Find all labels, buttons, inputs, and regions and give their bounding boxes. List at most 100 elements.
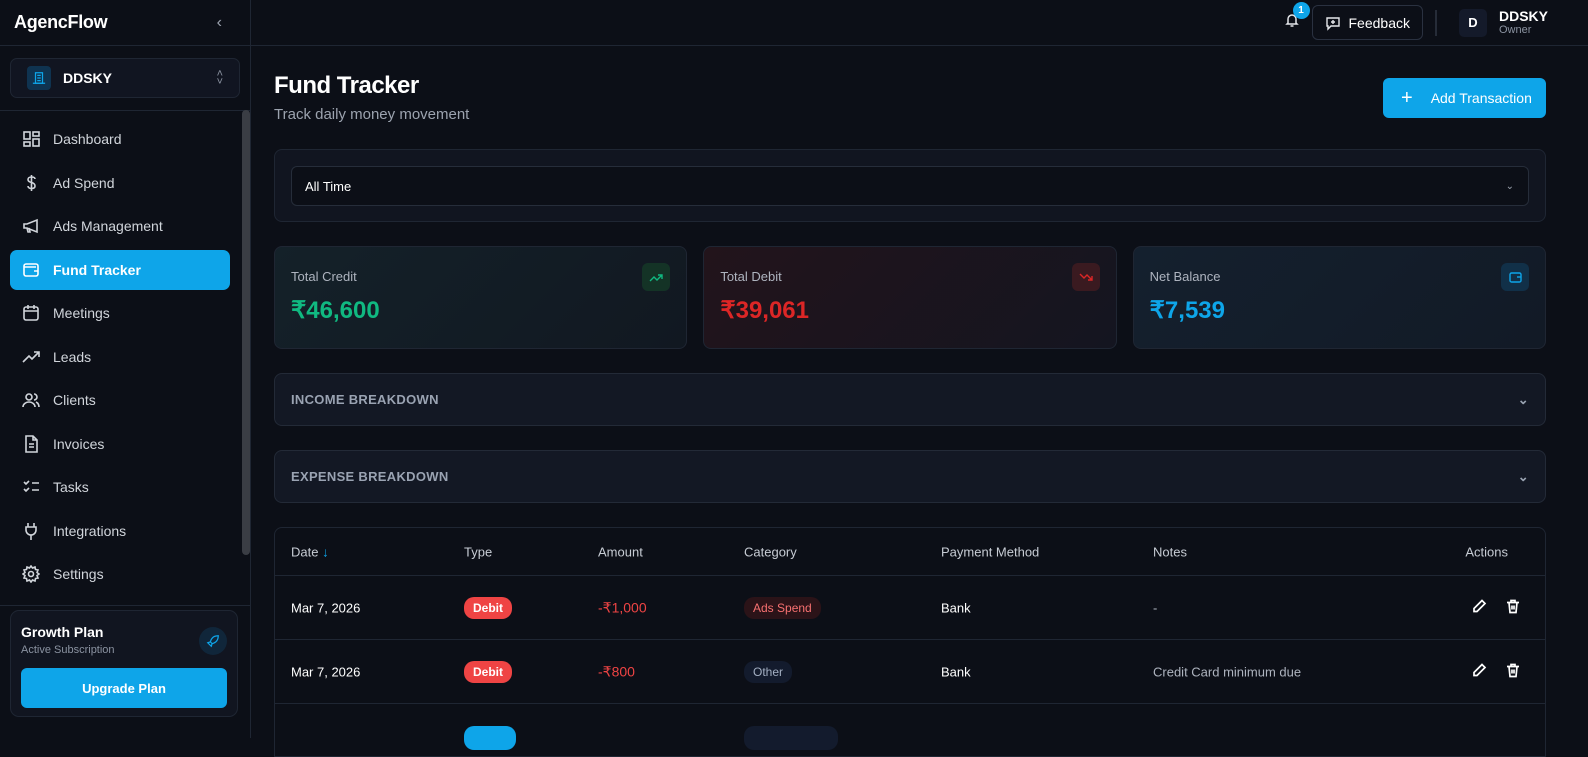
column-header: Amount [598, 544, 643, 559]
table-row: Mar 7, 2026 Debit -₹800 Other Bank Credi… [275, 640, 1545, 704]
sidebar-item-fund-tracker[interactable]: Fund Tracker [10, 249, 230, 290]
page-subtitle: Track daily money movement [274, 106, 470, 123]
trash-icon[interactable] [1505, 598, 1521, 614]
sidebar-item-label: Leads [53, 348, 92, 365]
gear-icon [22, 565, 40, 583]
trending-down-icon [1071, 263, 1100, 291]
sidebar-item-invoices[interactable]: Invoices [10, 424, 230, 464]
column-header: Type [464, 544, 492, 559]
sidebar-item-label: Ad Spend [53, 174, 115, 191]
sidebar-item-leads[interactable]: Leads [10, 337, 230, 377]
sidebar-item-ad-spend[interactable]: Ad Spend [10, 163, 230, 203]
column-header: Category [744, 544, 797, 559]
sidebar-item-label: Clients [53, 392, 96, 408]
date-range-select[interactable]: All Time ⌄ [291, 166, 1529, 206]
sidebar-item-label: Invoices [53, 435, 105, 452]
stat-label: Net Balance [1149, 269, 1221, 284]
sidebar-item-tasks[interactable]: Tasks [10, 467, 230, 507]
dollar-icon [27, 174, 36, 191]
sort-desc-icon[interactable]: ↓ [322, 544, 329, 559]
sidebar-item-dashboard[interactable]: Dashboard [10, 119, 230, 159]
message-plus-icon [1325, 16, 1340, 31]
edit-icon[interactable] [1471, 662, 1487, 678]
stat-card-total-debit: Total Debit ₹39,061 [703, 246, 1117, 349]
amount-cell: -₹800 [598, 663, 635, 679]
plan-subtitle: Active Subscription [21, 644, 115, 656]
grid-icon [23, 131, 40, 147]
sidebar-item-ads-management[interactable]: Ads Management [10, 206, 230, 246]
column-header[interactable]: Date ↓ [291, 544, 329, 559]
expense-breakdown-toggle[interactable]: EXPENSE BREAKDOWN ⌄ [274, 450, 1546, 503]
column-label: Payment Method [941, 544, 1040, 559]
bell-icon [1284, 14, 1299, 27]
sidebar-item-label: Fund Tracker [53, 261, 141, 278]
add-transaction-button[interactable]: + Add Transaction [1383, 78, 1546, 118]
sidebar-item-clients[interactable]: Clients [10, 380, 230, 420]
type-badge: Debit [464, 660, 512, 683]
column-label: Date [291, 544, 319, 559]
chevron-down-icon: ⌄ [1517, 391, 1529, 407]
sidebar-item-label: Settings [53, 566, 104, 582]
notifications-button[interactable]: 1 [1284, 2, 1310, 33]
stat-label: Total Debit [720, 269, 782, 284]
plan-card: Growth Plan Active Subscription Upgrade … [10, 610, 238, 717]
plug-icon [25, 522, 37, 540]
sidebar-item-integrations[interactable]: Integrations [10, 511, 230, 551]
table-row: Mar 7, 2026 Debit -₹1,000 Ads Spend Bank… [275, 576, 1545, 640]
stat-card-net-balance: Net Balance ₹7,539 [1132, 246, 1546, 349]
rocket-icon [199, 627, 227, 655]
upgrade-plan-button[interactable]: Upgrade Plan [21, 668, 227, 708]
list-check-icon [23, 480, 39, 493]
sidebar-item-settings[interactable]: Settings [10, 554, 230, 594]
column-label: Type [464, 544, 493, 559]
sidebar-scrollbar[interactable] [242, 110, 250, 555]
user-role: Owner [1498, 24, 1532, 36]
workspace-switcher[interactable]: DDSKY ˄ ˅ [10, 58, 240, 98]
amount-cell: -₹1,000 [598, 599, 647, 615]
category-badge: Other [744, 660, 793, 683]
add-transaction-label: Add Transaction [1430, 90, 1532, 106]
payment-method-cell: Bank [941, 664, 971, 679]
category-badge [744, 726, 838, 750]
table-row [275, 704, 1545, 756]
sidebar-item-label: Meetings [53, 305, 110, 321]
sidebar-item-label: Dashboard [53, 131, 122, 147]
column-label: Actions [1465, 544, 1508, 559]
stat-value: ₹7,539 [1149, 297, 1225, 324]
notes-cell: Credit Card minimum due [1153, 664, 1302, 679]
sidebar-item-label: Ads Management [53, 218, 163, 234]
edit-icon[interactable] [1471, 598, 1487, 614]
date-range-value: All Time [305, 178, 352, 194]
notification-count: 1 [1292, 2, 1310, 19]
sidebar-item-label: Integrations [53, 522, 127, 539]
stat-label: Total Credit [291, 269, 357, 284]
column-label: Notes [1153, 544, 1187, 559]
trash-icon[interactable] [1505, 662, 1521, 678]
user-menu[interactable]: DDSKY Owner [1498, 8, 1548, 37]
column-header: Notes [1153, 544, 1187, 559]
avatar[interactable]: D [1458, 8, 1487, 37]
collapse-sidebar-icon[interactable]: ‹ [216, 13, 222, 31]
page-title: Fund Tracker [274, 72, 419, 99]
category-badge: Ads Spend [744, 596, 821, 619]
date-cell: Mar 7, 2026 [291, 600, 361, 615]
workspace-name: DDSKY [63, 70, 113, 86]
notes-cell: - [1153, 600, 1158, 615]
plan-title: Growth Plan [21, 624, 104, 640]
feedback-button[interactable]: Feedback [1311, 5, 1423, 40]
sidebar-nav: Dashboard Ad Spend Ads Management Fund Trac… [0, 111, 250, 594]
wallet-icon [23, 262, 39, 277]
megaphone-icon [23, 218, 38, 234]
date-cell: Mar 7, 2026 [291, 664, 361, 679]
payment-method-cell: Bank [941, 600, 971, 615]
column-label: Amount [598, 544, 643, 559]
user-name: DDSKY [1498, 8, 1548, 24]
chevron-down-icon: ⌄ [1505, 180, 1514, 192]
row-actions [1453, 598, 1521, 617]
column-label: Category [744, 544, 797, 559]
sidebar-item-meetings[interactable]: Meetings [10, 293, 230, 333]
trending-up-icon [642, 263, 671, 291]
expense-breakdown-label: EXPENSE BREAKDOWN [291, 469, 449, 484]
column-header: Payment Method [941, 544, 1039, 559]
income-breakdown-toggle[interactable]: INCOME BREAKDOWN ⌄ [274, 373, 1546, 426]
